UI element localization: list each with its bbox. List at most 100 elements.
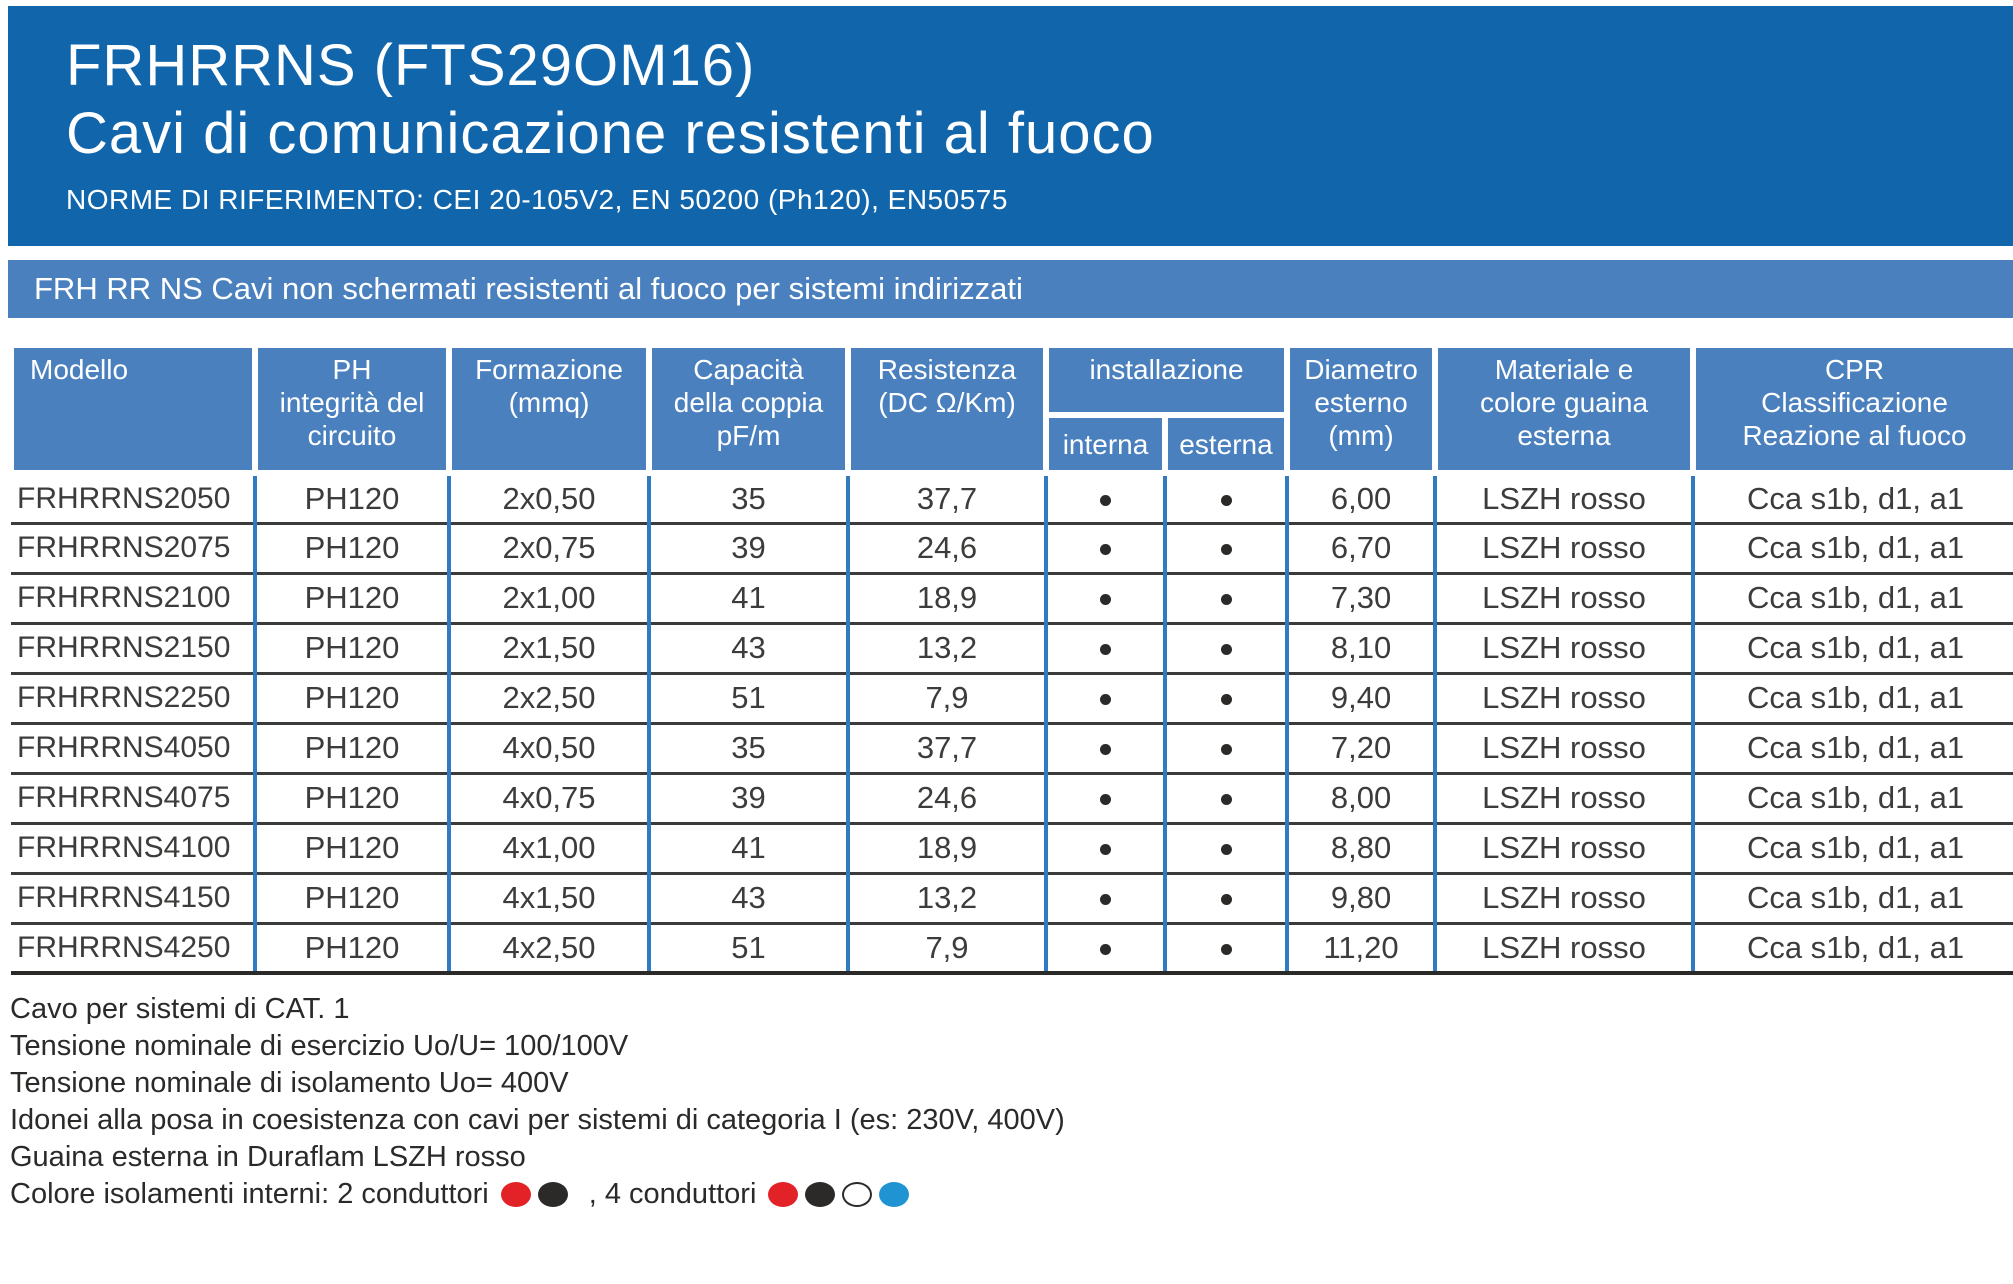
cell-esterna — [1162, 573, 1288, 625]
table-row: FRHRRNS4075 PH120 4x0,75 39 24,6 8,00 LSZH ros… — [11, 773, 2013, 825]
header: FRHRRNS (FTS29OM16) Cavi di comunicazion… — [8, 6, 2013, 246]
cell-interna — [1044, 673, 1165, 725]
cell-formazione: 2x1,00 — [447, 573, 649, 625]
two-conductor-dots — [500, 1182, 575, 1207]
cell-diametro: 6,00 — [1285, 473, 1436, 525]
conductor-color-dot-icon — [842, 1182, 873, 1207]
cell-esterna — [1162, 673, 1288, 725]
cell-cpr: Cca s1b, d1, a1 — [1691, 623, 2013, 675]
series-banner: FRH RR NS Cavi non schermati resistenti … — [8, 260, 2013, 318]
cell-modello: FRHRRNS2050 — [11, 473, 255, 525]
cell-cpr: Cca s1b, d1, a1 — [1691, 673, 2013, 725]
cell-resistenza: 18,9 — [846, 823, 1046, 875]
cell-interna — [1044, 573, 1165, 625]
presence-dot-icon — [1220, 894, 1232, 906]
cell-capacita: 43 — [647, 873, 848, 925]
presence-dot-icon — [1220, 594, 1232, 606]
cell-ph: PH120 — [253, 573, 449, 625]
cell-esterna — [1162, 623, 1288, 675]
product-table-body: FRHRRNS2050 PH120 2x0,50 35 37,7 6,00 LSZH ros… — [11, 473, 2013, 975]
cell-interna — [1044, 523, 1165, 575]
note-line-conductor-colors: Colore isolamenti interni: 2 conduttori … — [10, 1176, 2013, 1213]
column-header-interna: interna — [1043, 412, 1168, 476]
table-row: FRHRRNS2075 PH120 2x0,75 39 24,6 6,70 LSZH ros… — [11, 523, 2013, 575]
four-conductor-dots — [768, 1182, 916, 1207]
reference-norms: NORME DI RIFERIMENTO: CEI 20-105V2, EN 5… — [66, 184, 1008, 215]
cell-esterna — [1162, 773, 1288, 825]
conductor-colors-prefix: Colore isolamenti interni: 2 conduttori — [10, 1178, 489, 1210]
presence-dot-icon — [1100, 794, 1111, 806]
cell-resistenza: 7,9 — [846, 923, 1046, 975]
presence-dot-icon — [1220, 544, 1232, 556]
cell-cpr: Cca s1b, d1, a1 — [1691, 573, 2013, 625]
cell-interna — [1044, 473, 1165, 525]
cell-capacita: 35 — [647, 473, 848, 525]
cell-modello: FRHRRNS2075 — [11, 523, 255, 575]
column-header-formazione: Formazione (mmq) — [446, 342, 652, 476]
cell-materiale: LSZH rosso — [1433, 523, 1694, 575]
column-header-capacita: Capacità della coppia pF/m — [646, 342, 851, 476]
cell-interna — [1044, 623, 1165, 675]
presence-dot-icon — [1100, 694, 1111, 706]
cell-materiale: LSZH rosso — [1433, 923, 1694, 975]
presence-dot-icon — [1100, 744, 1111, 756]
column-header-resistenza: Resistenza (DC Ω/Km) — [845, 342, 1049, 476]
product-table: Modello PH integrità del circuito Formaz… — [8, 342, 2013, 975]
cell-ph: PH120 — [253, 523, 449, 575]
note-line: Idonei alla posa in coesistenza con cavi… — [10, 1104, 1065, 1136]
cell-modello: FRHRRNS2250 — [11, 673, 255, 725]
cell-diametro: 11,20 — [1285, 923, 1436, 975]
presence-dot-icon — [1220, 794, 1232, 806]
series-banner-text: FRH RR NS Cavi non schermati resistenti … — [34, 271, 1023, 306]
table-row: FRHRRNS2150 PH120 2x1,50 43 13,2 8,10 LSZH ros… — [11, 623, 2013, 675]
presence-dot-icon — [1100, 944, 1111, 956]
cell-capacita: 41 — [647, 573, 848, 625]
presence-dot-icon — [1220, 844, 1232, 856]
presence-dot-icon — [1220, 944, 1232, 956]
cell-resistenza: 13,2 — [846, 623, 1046, 675]
presence-dot-icon — [1220, 744, 1232, 756]
presence-dot-icon — [1100, 544, 1111, 556]
cell-modello: FRHRRNS4100 — [11, 823, 255, 875]
conductor-color-dot-icon — [879, 1182, 910, 1207]
cell-materiale: LSZH rosso — [1433, 723, 1694, 775]
cell-ph: PH120 — [253, 823, 449, 875]
cell-capacita: 51 — [647, 673, 848, 725]
cell-interna — [1044, 873, 1165, 925]
table-header: Modello PH integrità del circuito Formaz… — [8, 342, 2013, 476]
cell-diametro: 8,00 — [1285, 773, 1436, 825]
cell-diametro: 6,70 — [1285, 523, 1436, 575]
column-header-esterna: esterna — [1161, 412, 1291, 476]
cell-materiale: LSZH rosso — [1433, 623, 1694, 675]
column-header-diametro: Diametro esterno (mm) — [1284, 342, 1439, 476]
cell-capacita: 51 — [647, 923, 848, 975]
cell-formazione: 4x1,00 — [447, 823, 649, 875]
cell-diametro: 8,80 — [1285, 823, 1436, 875]
cell-cpr: Cca s1b, d1, a1 — [1691, 723, 2013, 775]
cell-diametro: 8,10 — [1285, 623, 1436, 675]
cell-resistenza: 24,6 — [846, 773, 1046, 825]
cell-capacita: 39 — [647, 523, 848, 575]
conductor-color-dot-icon — [768, 1182, 799, 1207]
cell-cpr: Cca s1b, d1, a1 — [1691, 823, 2013, 875]
cell-ph: PH120 — [253, 723, 449, 775]
cell-formazione: 4x0,75 — [447, 773, 649, 825]
cell-modello: FRHRRNS4075 — [11, 773, 255, 825]
cell-formazione: 4x1,50 — [447, 873, 649, 925]
presence-dot-icon — [1220, 694, 1232, 706]
cell-materiale: LSZH rosso — [1433, 573, 1694, 625]
presence-dot-icon — [1220, 495, 1232, 507]
presence-dot-icon — [1100, 844, 1111, 856]
cell-materiale: LSZH rosso — [1433, 673, 1694, 725]
presence-dot-icon — [1100, 495, 1111, 507]
cell-interna — [1044, 823, 1165, 875]
cell-diametro: 7,30 — [1285, 573, 1436, 625]
cell-materiale: LSZH rosso — [1433, 473, 1694, 525]
cell-capacita: 35 — [647, 723, 848, 775]
note-line: Tensione nominale di isolamento Uo= 400V — [10, 1067, 569, 1099]
page-title: FRHRRNS (FTS29OM16) — [66, 33, 756, 98]
conductor-color-dot-icon — [805, 1182, 836, 1207]
cell-formazione: 2x1,50 — [447, 623, 649, 675]
cell-ph: PH120 — [253, 623, 449, 675]
cell-cpr: Cca s1b, d1, a1 — [1691, 923, 2013, 975]
